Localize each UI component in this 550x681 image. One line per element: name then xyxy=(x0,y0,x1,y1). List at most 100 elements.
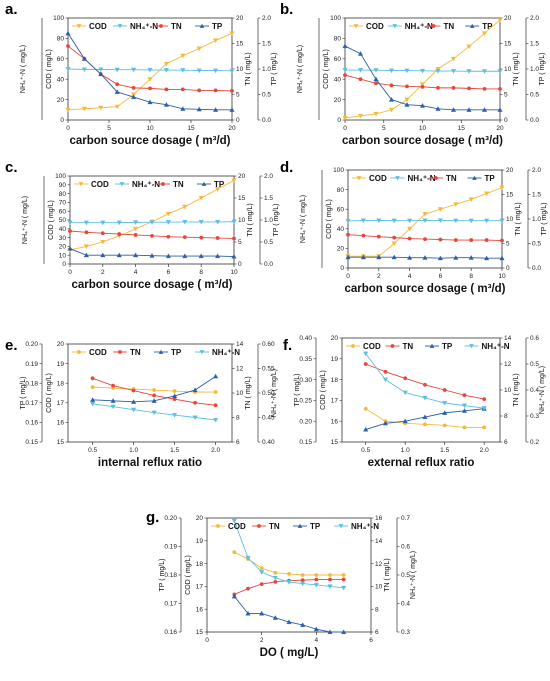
data-point-tn xyxy=(213,88,218,93)
data-point-nh4 xyxy=(286,580,292,585)
data-point-tp xyxy=(286,619,292,625)
data-point-nh4 xyxy=(133,220,139,225)
data-point-nh4 xyxy=(404,68,410,74)
data-point-tn xyxy=(117,232,122,236)
y-tick-label-nh4: 0.3 xyxy=(401,629,410,636)
data-point-tn xyxy=(164,87,169,92)
y-tick-label-cod: 20 xyxy=(196,515,204,522)
data-point-tn xyxy=(148,86,152,91)
data-point-tp xyxy=(165,253,171,259)
y-tick-label-tp: 0.5 xyxy=(262,92,271,99)
data-point-cod xyxy=(198,196,204,201)
data-point-cod xyxy=(172,389,177,393)
data-point-nh4 xyxy=(131,67,137,73)
legend-marker-tn xyxy=(159,24,163,28)
data-point-nh4 xyxy=(327,584,333,590)
data-point-tp xyxy=(407,255,413,260)
data-point-nh4 xyxy=(192,415,198,421)
legend-entry-tn: TN xyxy=(446,174,457,183)
data-point-nh4 xyxy=(231,518,237,524)
y-axis-label-cod: COD ( mg/L) xyxy=(48,200,55,240)
y-tick-label-tp: 0.19 xyxy=(25,361,38,368)
data-point-cod xyxy=(114,104,120,110)
x-tick-label: 4 xyxy=(315,637,319,644)
data-point-cod xyxy=(98,105,104,111)
data-point-cod xyxy=(442,423,447,428)
data-point-tn xyxy=(232,236,236,241)
y-axis-label-tp: TP ( mg/L) xyxy=(294,374,301,407)
data-point-cod xyxy=(484,191,490,197)
data-point-tn xyxy=(438,237,443,242)
data-point-tp xyxy=(468,255,474,260)
y-tick-label-nh4: 0.6 xyxy=(401,544,410,551)
legend-entry-cod: COD xyxy=(228,522,246,531)
data-point-cod xyxy=(468,197,474,203)
data-point-tn xyxy=(68,229,72,233)
data-point-tp xyxy=(363,426,369,432)
legend-marker-nh4 xyxy=(395,176,400,181)
data-point-cod xyxy=(300,573,305,577)
data-point-nh4 xyxy=(481,69,488,74)
y-tick-label-tp: 0.20 xyxy=(164,515,177,522)
data-point-cod xyxy=(453,202,459,207)
data-point-tn xyxy=(469,238,474,242)
data-point-tn xyxy=(407,236,412,241)
data-point-nh4 xyxy=(437,218,443,224)
x-tick-label: 4 xyxy=(134,269,138,276)
y-tick-label-tp: 0.0 xyxy=(262,117,271,124)
y-tick-label-tn: 15 xyxy=(504,41,512,48)
x-tick-label: 0.5 xyxy=(88,447,97,454)
data-point-nh4 xyxy=(300,581,306,587)
data-point-tn xyxy=(273,579,278,584)
y-tick-label-cod: 80 xyxy=(57,36,65,43)
y-tick-label-tp: 0.15 xyxy=(25,439,38,446)
data-point-tp xyxy=(215,253,221,259)
data-point-nh4 xyxy=(435,69,441,74)
y-tick-label-tn: 10 xyxy=(236,66,244,73)
legend-marker-tn xyxy=(257,524,261,528)
y-tick-label-tn: 10 xyxy=(375,584,383,591)
y-tick-label-cod: 17 xyxy=(331,398,339,405)
data-point-tn xyxy=(66,44,70,48)
y-tick-label-tn: 10 xyxy=(504,387,512,394)
data-point-nh4 xyxy=(466,69,472,74)
data-point-tp xyxy=(453,255,459,260)
data-point-nh4 xyxy=(163,68,169,73)
y-tick-label-tn: 15 xyxy=(236,41,244,48)
data-point-tp xyxy=(131,399,137,404)
y-tick-label-nh4: 0.50 xyxy=(262,390,275,397)
data-point-cod xyxy=(83,244,89,250)
legend-entry-tn: TN xyxy=(403,342,414,351)
data-point-nh4 xyxy=(360,218,366,224)
y-axis-label-nh4: NH₄⁺-N ( mg/L) xyxy=(297,45,304,93)
x-axis-label: carbon source dosage ( m³/d) xyxy=(71,279,232,291)
data-point-cod xyxy=(196,46,202,52)
y-tick-label-nh4: 0.2 xyxy=(530,439,539,446)
data-point-tn xyxy=(436,85,440,90)
y-tick-label-cod: 17 xyxy=(196,584,204,591)
y-tick-label-tp: 0.0 xyxy=(264,261,273,268)
y-tick-label-cod: 60 xyxy=(59,208,67,215)
legend-marker-nh4 xyxy=(117,24,123,29)
data-point-cod xyxy=(437,207,443,212)
y-tick-label-tp: 0.25 xyxy=(299,398,312,405)
data-point-tn xyxy=(346,232,350,237)
data-point-tn xyxy=(405,84,409,89)
y-tick-label-tp: 0.15 xyxy=(299,439,312,446)
data-point-cod xyxy=(363,406,368,411)
data-point-tp xyxy=(466,107,472,112)
data-point-cod xyxy=(462,425,467,430)
y-tick-label-tp: 0.35 xyxy=(299,356,312,363)
data-point-tn xyxy=(152,393,157,398)
y-axis-label-cod: COD ( mg/L) xyxy=(46,49,53,89)
data-point-tp xyxy=(341,629,347,634)
data-point-cod xyxy=(213,390,218,394)
series-line-cod xyxy=(69,180,235,251)
data-point-tp xyxy=(180,106,186,111)
legend-entry-nh4: NH₄⁺-N xyxy=(408,174,436,183)
y-tick-label-cod: 0 xyxy=(62,261,66,268)
y-tick-label-tn: 6 xyxy=(504,439,508,446)
data-point-tp xyxy=(342,43,348,49)
y-tick-label-tn: 10 xyxy=(506,216,514,223)
data-point-tp xyxy=(213,107,219,112)
